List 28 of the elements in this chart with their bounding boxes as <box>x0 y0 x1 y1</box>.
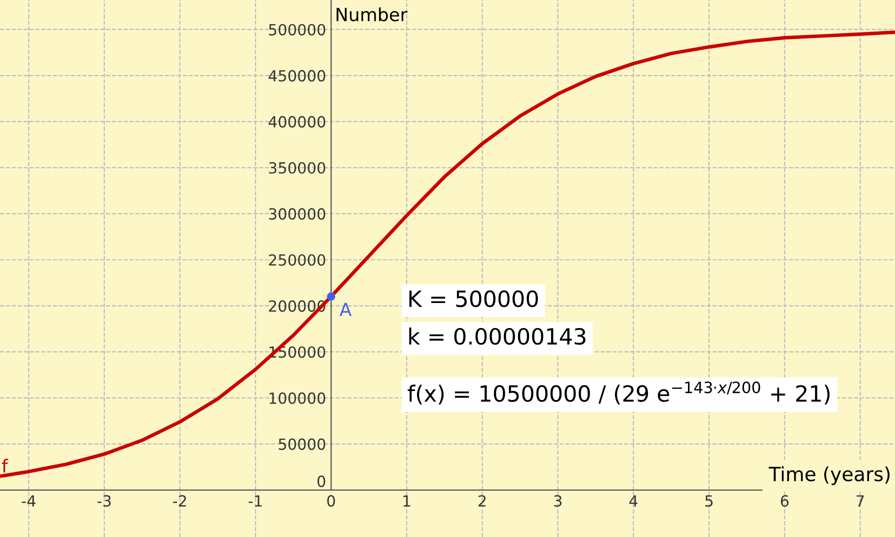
x-tick-label: 6 <box>780 495 789 507</box>
annotation: f(x) = 10500000 / (29 e$^{−143·x/200}$ + 21) <box>408 382 830 404</box>
y-tick-label: 500000 <box>269 24 326 36</box>
y-tick-label: 100000 <box>270 392 326 404</box>
x-tick-label: 4 <box>629 495 638 506</box>
x-tick-label: 2 <box>478 495 486 506</box>
y-tick-label: 50000 <box>278 438 326 450</box>
x-tick-label: 5 <box>705 495 713 507</box>
y-tick-label: 0 <box>318 476 326 488</box>
x-tick-label: -3 <box>97 495 111 507</box>
x-tick-label: 0 <box>327 495 335 507</box>
x-tick-label: -4 <box>22 495 36 506</box>
y-tick-label: 250000 <box>269 254 326 266</box>
x-tick-label: -1 <box>248 495 262 506</box>
y-axis-title: Number <box>336 7 408 22</box>
x-tick-label: -2 <box>173 495 186 506</box>
annotation: A <box>340 302 352 316</box>
y-tick-label: 300000 <box>269 208 326 220</box>
y-tick-label: 400000 <box>268 116 326 128</box>
x-tick-label: 3 <box>554 495 562 507</box>
annotation: k = 0.00000143 <box>409 328 586 345</box>
y-tick-label: 450000 <box>268 70 326 82</box>
x-tick-label: 7 <box>856 495 864 506</box>
x-tick-label: 1 <box>404 495 410 506</box>
x-axis-title: Time (years) <box>768 466 890 486</box>
annotation: K = 500000 <box>409 290 538 308</box>
y-tick-label: 350000 <box>269 162 326 174</box>
series-label: f <box>2 458 8 472</box>
